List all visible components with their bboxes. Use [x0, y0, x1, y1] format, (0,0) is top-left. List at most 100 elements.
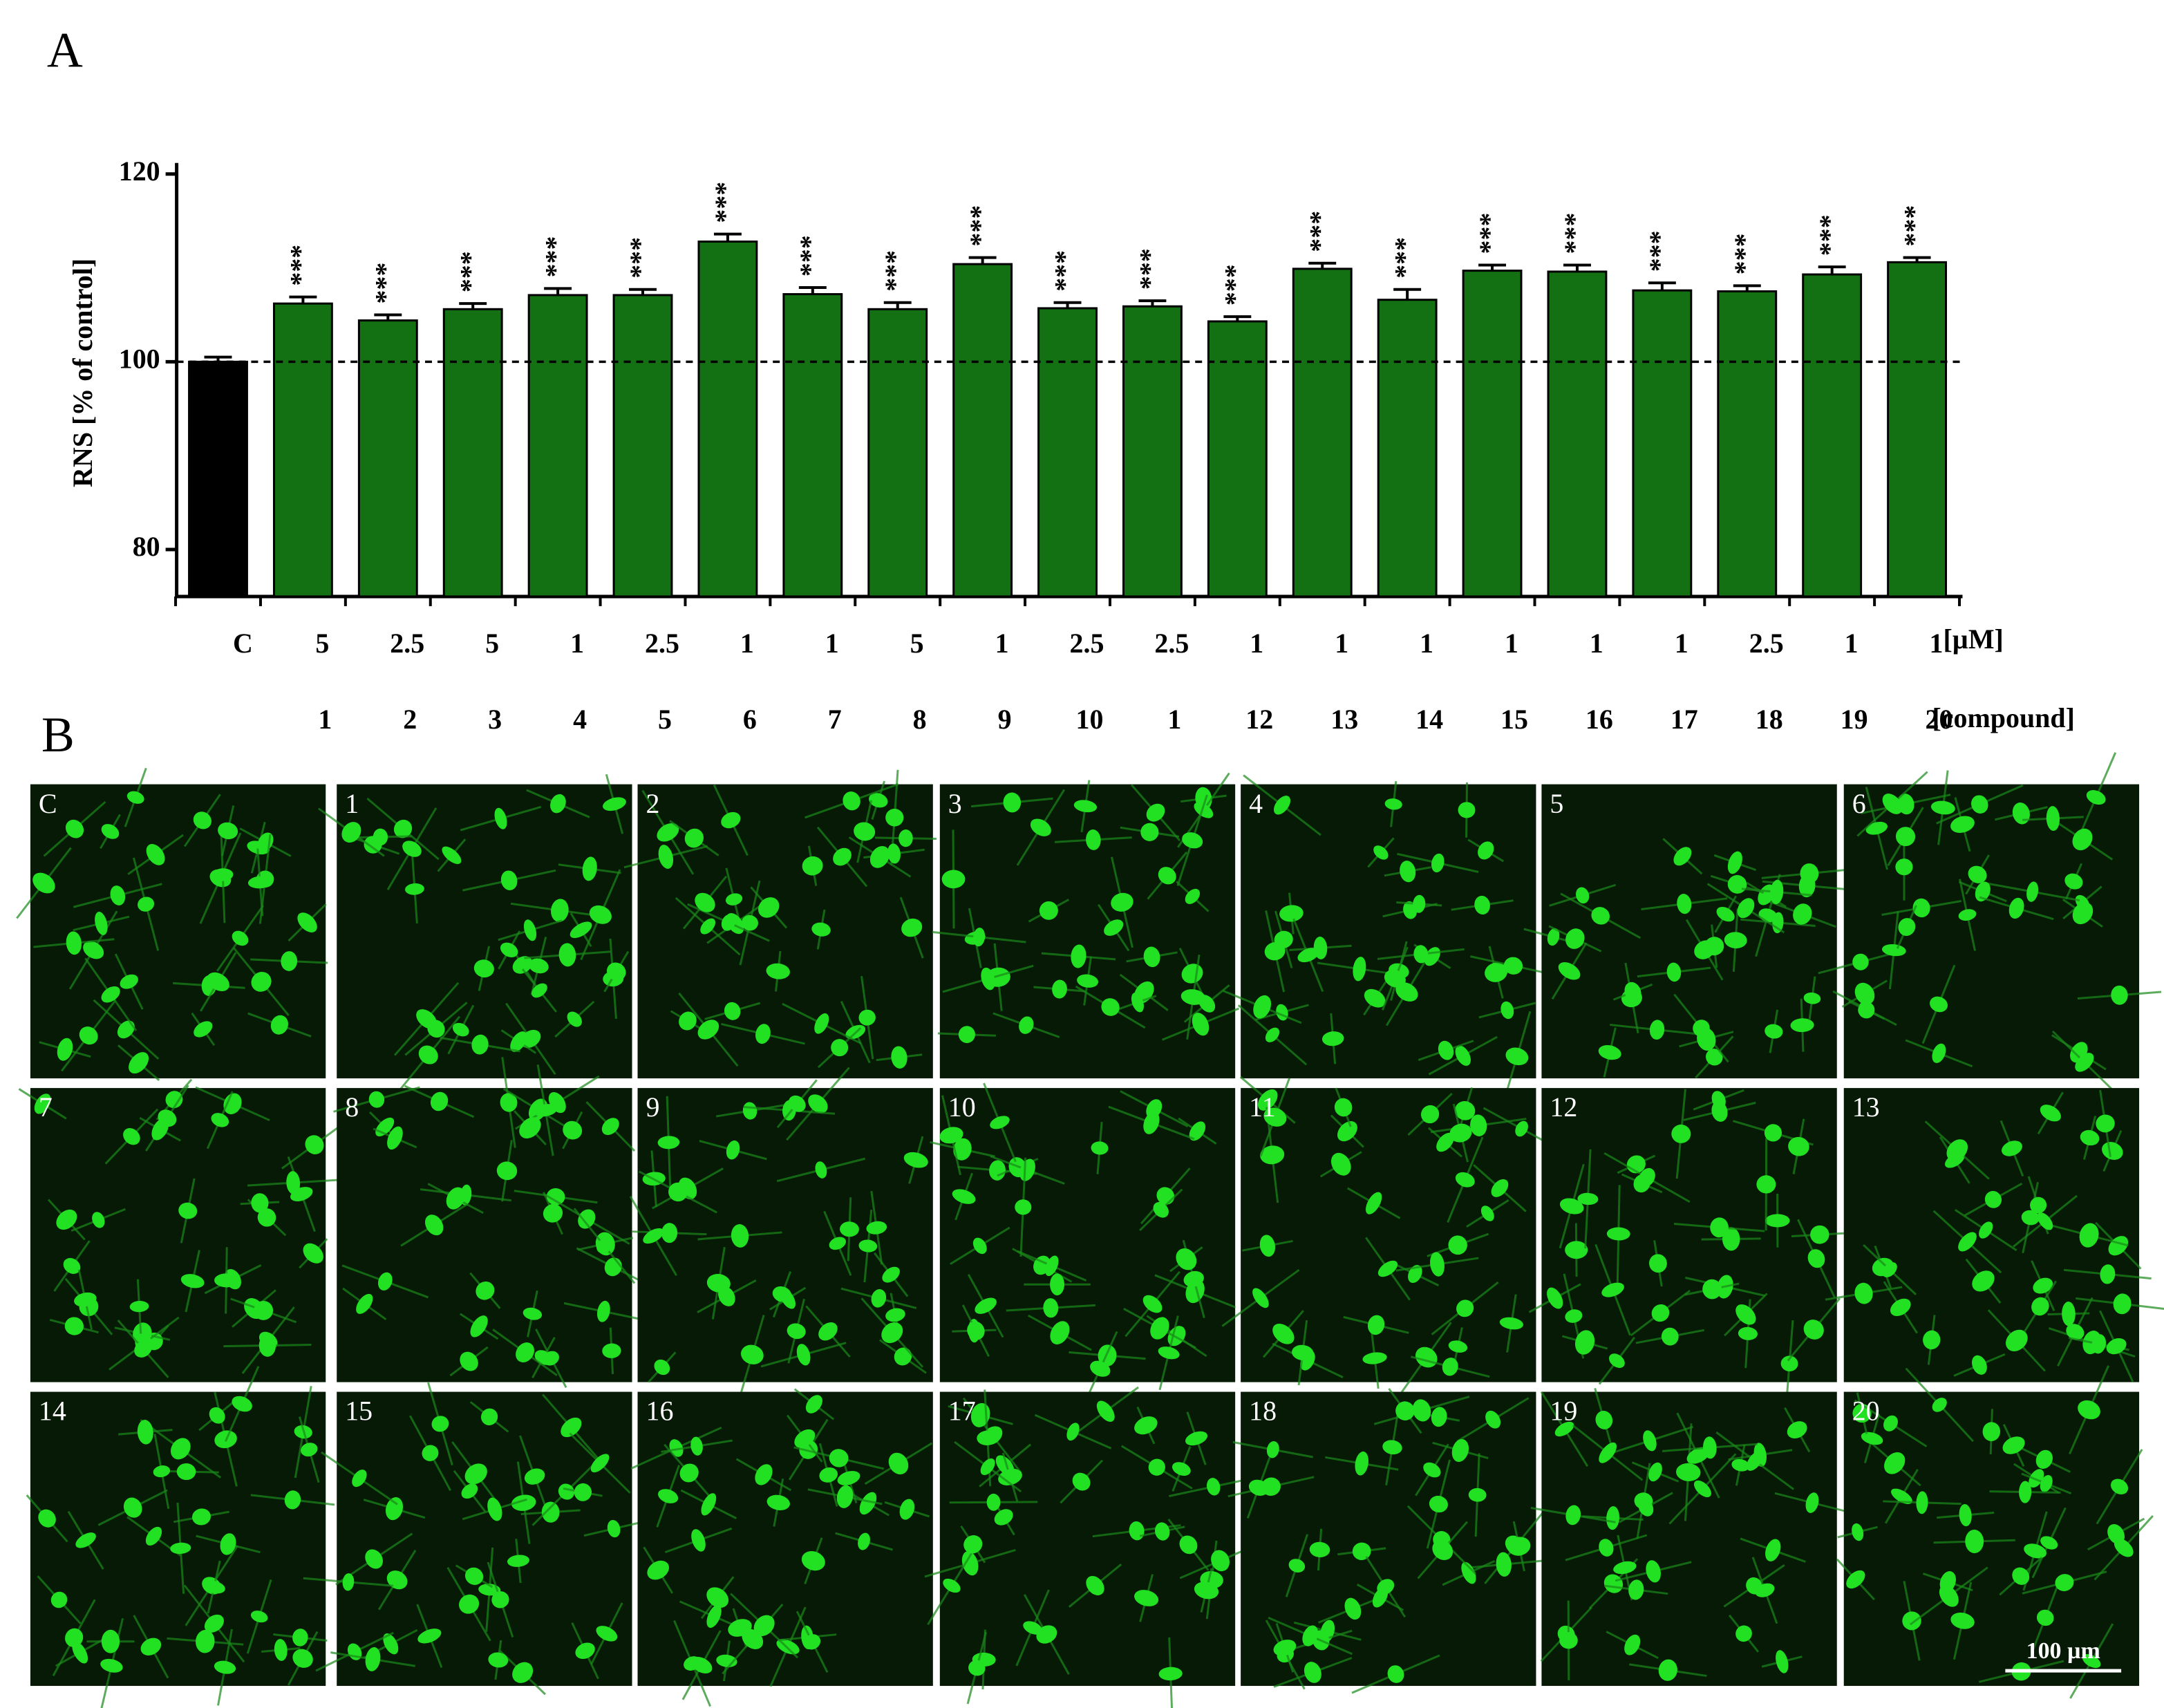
cell — [1649, 1020, 1665, 1040]
micrograph: 6 — [1818, 752, 2162, 1094]
compound-label: 7 — [828, 704, 842, 735]
panel-label: B — [41, 707, 75, 762]
cell — [684, 828, 704, 848]
cell — [1248, 1479, 1269, 1496]
cell — [1448, 1235, 1467, 1255]
cell — [2046, 806, 2060, 832]
cell — [859, 1492, 877, 1515]
cell — [796, 1344, 811, 1366]
cell — [523, 919, 537, 941]
cell — [1638, 1499, 1654, 1517]
bar — [1377, 299, 1438, 598]
cell — [1711, 1091, 1726, 1109]
cell — [1703, 1436, 1717, 1459]
micrograph: 3 — [932, 772, 1240, 1079]
cell — [211, 1113, 229, 1127]
cell — [207, 972, 229, 992]
cell — [550, 794, 566, 814]
cell — [204, 1614, 224, 1633]
cell — [885, 808, 904, 827]
cell — [1253, 995, 1272, 1019]
cell — [829, 1449, 849, 1467]
cell — [1091, 1141, 1109, 1155]
cell — [2110, 1479, 2129, 1495]
cell — [755, 1024, 771, 1044]
significance: *** — [624, 237, 655, 279]
x-tick-label: 1 — [740, 628, 754, 659]
cell — [2019, 1481, 2032, 1503]
cell — [1131, 992, 1144, 1013]
cell — [496, 1161, 518, 1181]
plot: 80100120C***51***2.52***53***14***2.55**… — [119, 156, 2075, 735]
significance: *** — [1474, 213, 1505, 254]
cell — [1854, 982, 1875, 1005]
cell — [110, 885, 126, 905]
micrograph: 18 — [1227, 1388, 1548, 1694]
cell — [1770, 879, 1784, 905]
cell — [590, 1454, 610, 1473]
cell — [814, 1013, 829, 1034]
cell — [79, 1026, 98, 1045]
micrograph: 8 — [333, 1057, 650, 1389]
cell — [718, 1286, 735, 1306]
cell — [512, 956, 533, 974]
tile-label: C — [39, 788, 57, 819]
cell — [1676, 1463, 1701, 1481]
cell — [706, 1604, 722, 1628]
cell — [1724, 932, 1747, 949]
cell — [1765, 1214, 1790, 1228]
cell — [83, 941, 104, 959]
cell — [1353, 957, 1366, 982]
cell — [220, 1533, 236, 1555]
cell — [1355, 1451, 1368, 1476]
cell — [417, 1629, 442, 1644]
tile-label: 8 — [345, 1091, 359, 1123]
cell — [2113, 1293, 2132, 1315]
significance: *** — [1304, 211, 1335, 252]
compound-label: 8 — [913, 704, 927, 735]
x-tick-label: 1 — [1505, 628, 1518, 659]
cell — [137, 1420, 153, 1445]
cell — [1150, 1317, 1169, 1340]
cell — [1474, 895, 1490, 915]
cell — [1979, 1221, 1993, 1239]
cell — [695, 892, 715, 912]
micrograph-background — [1541, 784, 1837, 1079]
cell — [1304, 1662, 1321, 1683]
cell — [1470, 1114, 1487, 1136]
cell — [1738, 1326, 1758, 1340]
cell — [123, 1128, 140, 1145]
x-tick-label: 1 — [570, 628, 584, 659]
cell — [1565, 1241, 1588, 1259]
bar — [612, 294, 673, 598]
cell — [95, 912, 108, 935]
cell — [1367, 1315, 1385, 1335]
cell — [858, 1009, 876, 1026]
cell — [1624, 1634, 1641, 1655]
cell — [726, 1140, 740, 1160]
cell — [939, 1127, 963, 1144]
compound-label: 18 — [1756, 704, 1783, 735]
bar — [1632, 289, 1693, 598]
cell — [1706, 1049, 1723, 1066]
cell — [973, 928, 986, 947]
cell — [858, 1532, 870, 1550]
cell — [286, 1171, 301, 1194]
cell — [1297, 948, 1319, 963]
cell — [476, 1281, 495, 1300]
cell — [232, 1396, 252, 1412]
cell — [2036, 1609, 2054, 1626]
cell — [1881, 944, 1906, 957]
cell — [1898, 918, 1916, 936]
cell — [1677, 894, 1692, 914]
cell — [1971, 795, 1988, 814]
cell — [725, 893, 743, 905]
cell — [802, 856, 823, 876]
cell — [1334, 1098, 1353, 1117]
cell — [1364, 988, 1386, 1008]
bar — [1802, 273, 1863, 598]
cell — [1515, 1120, 1528, 1137]
cell — [209, 1407, 225, 1424]
cell — [1442, 1358, 1458, 1376]
cell — [1372, 1587, 1389, 1608]
